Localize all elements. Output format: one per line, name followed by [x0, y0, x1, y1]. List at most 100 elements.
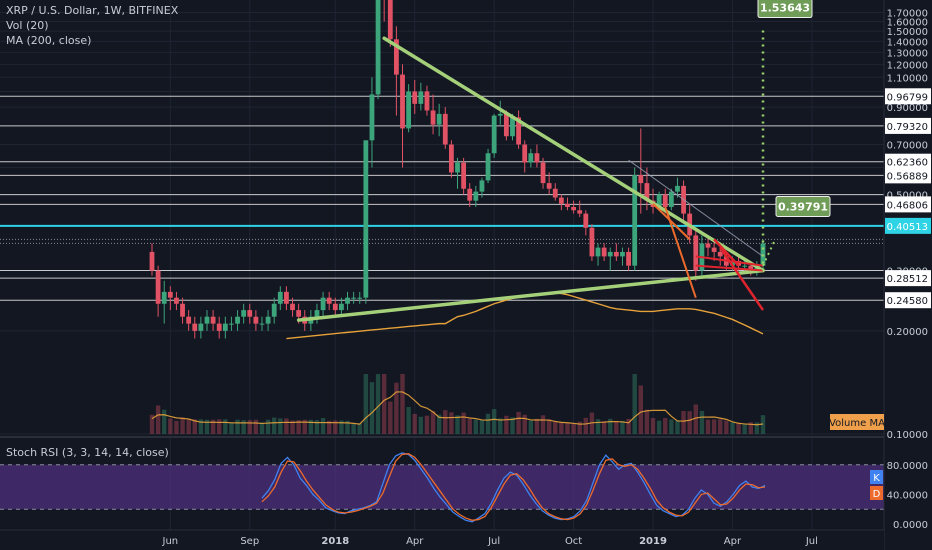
candle-body [632, 175, 638, 266]
volume-bar [174, 420, 179, 434]
volume-ma-tag-box [830, 414, 884, 430]
candle-body [412, 91, 418, 104]
volume-bar [491, 409, 497, 434]
volume-bar [473, 419, 479, 434]
volume-bar [620, 420, 625, 434]
candle-body [357, 297, 363, 299]
candle-body [705, 243, 711, 248]
price-level-label: 0.40513 [885, 217, 931, 234]
price-tick: 1.60000 [887, 18, 928, 29]
volume-bar [308, 419, 314, 434]
volume-bar [504, 415, 509, 434]
price-tick: 1.40000 [887, 37, 928, 48]
volume-bar [534, 418, 540, 434]
candle-body [229, 323, 234, 325]
rsi-tick: 0.0000 [893, 520, 928, 531]
candle-body [448, 144, 454, 173]
volume-bar [162, 409, 167, 434]
volume-bar [467, 418, 472, 434]
candle-body [522, 144, 528, 163]
price-level-label-text: 0.40513 [887, 222, 928, 233]
time-axis-background [0, 530, 884, 550]
candle-body [662, 194, 668, 207]
volume-bar [247, 420, 252, 434]
volume-bar [198, 419, 204, 434]
candlesticks [149, 0, 766, 339]
volume-bar [479, 420, 485, 434]
candle-body [222, 323, 228, 331]
volume-bar [192, 419, 197, 434]
volume-ma-tag: Volume MA [829, 414, 885, 430]
candle-body [326, 297, 332, 304]
volume-bar [711, 419, 717, 434]
candle-body [296, 310, 302, 317]
volume-bar [278, 418, 283, 434]
time-tick: Apr [406, 536, 424, 547]
candle-body [216, 323, 222, 331]
ma-legend: MA (200, close) [6, 34, 92, 47]
volume-bar [644, 409, 650, 434]
candle-body [442, 113, 448, 145]
volume-bar [314, 420, 320, 434]
volume-bar [736, 422, 741, 434]
volume-bar [210, 419, 216, 434]
volume-bar [681, 410, 686, 434]
candle-body [693, 235, 699, 271]
volume-bar [272, 417, 277, 434]
trendline [382, 36, 765, 273]
candle-body [375, 0, 381, 95]
candle-body [332, 303, 338, 311]
candle-body [675, 185, 680, 192]
volume-bar [449, 412, 454, 434]
volume-bar [577, 421, 582, 434]
volume-bar [699, 410, 705, 434]
candle-body [161, 291, 167, 304]
volume-bar [290, 420, 295, 434]
volume-bar [571, 423, 576, 434]
rsi-k-tag-box [870, 470, 883, 484]
candle-body [748, 265, 754, 271]
price-tick: 1.10000 [887, 73, 928, 84]
red-trend-line [719, 246, 765, 311]
price-tick: 0.90000 [887, 103, 928, 114]
volume-bar [510, 417, 515, 434]
volume-bar [351, 423, 356, 434]
price-level-label-box [885, 196, 931, 213]
volume-bar [296, 420, 301, 434]
volume-bar [614, 421, 619, 434]
volume-bar [461, 412, 466, 434]
time-tick: Oct [565, 536, 582, 547]
target-label: 0.39791 [775, 196, 831, 218]
volume-bar [284, 418, 289, 434]
price-axis: 1.700001.600001.500001.400001.300001.200… [870, 0, 932, 550]
volume-bar [265, 419, 271, 434]
price-tick: 0.70000 [887, 141, 928, 152]
rsi-tick: 80.0000 [887, 461, 928, 472]
volume-bar [326, 420, 332, 434]
price-level-label-box [885, 292, 931, 309]
time-tick: 2019 [639, 536, 667, 547]
candle-body [320, 297, 326, 311]
volume-legend: Vol (20) [6, 19, 49, 32]
volume-bar [565, 423, 570, 434]
volume-bar [626, 418, 631, 434]
volume-bar [522, 414, 527, 434]
candle-body [155, 270, 161, 304]
volume-bar [302, 419, 307, 434]
rsi-d-tag-text: D [873, 489, 881, 500]
candle-body [607, 251, 613, 257]
price-level-label-box [885, 217, 931, 234]
volume-bar [601, 421, 607, 434]
volume-ma-tag-text: Volume MA [829, 418, 885, 429]
price-level-label-box [885, 117, 931, 134]
volume-bar [388, 401, 393, 434]
target-label-box [757, 0, 813, 19]
candle-body [418, 91, 424, 104]
time-tick: Sep [240, 536, 259, 547]
rsi-band [0, 464, 884, 510]
volume-bar [345, 420, 350, 434]
volume-bar [485, 413, 491, 434]
channel-line [628, 159, 764, 257]
volume-bar [754, 422, 760, 434]
